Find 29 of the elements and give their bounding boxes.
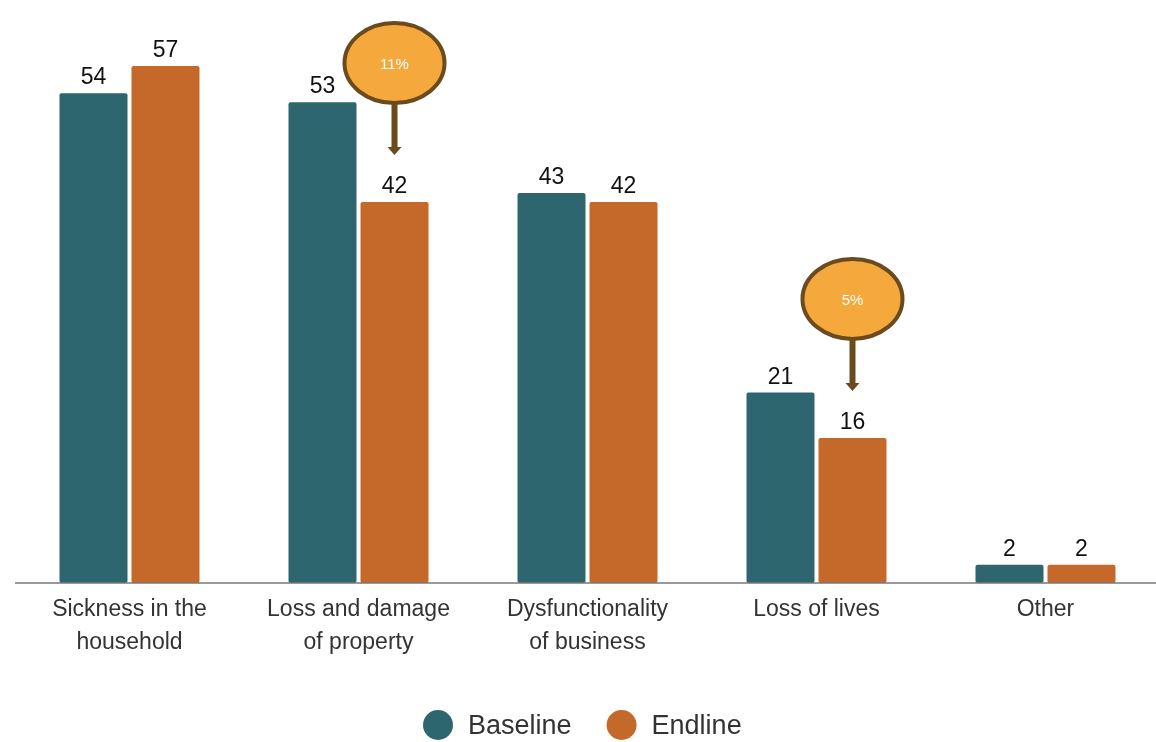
- bar: [131, 66, 200, 583]
- bar: [360, 202, 429, 583]
- annotation: 11%: [380, 55, 409, 73]
- data-label: 21: [767, 362, 794, 389]
- annotation: 5%: [841, 290, 864, 308]
- data-label: 43: [538, 162, 565, 189]
- data-label: 54: [80, 63, 107, 90]
- data-label: 42: [381, 172, 408, 199]
- data-label: 2: [1075, 534, 1088, 561]
- bar: [975, 564, 1044, 583]
- bar: [589, 202, 658, 583]
- data-label: 57: [152, 36, 179, 62]
- x-tick-label: Loss of lives: [753, 595, 880, 621]
- bar: [288, 102, 357, 583]
- x-tick-label: Sickness in the household: [52, 595, 207, 654]
- bar: [1047, 564, 1116, 583]
- bar: [517, 192, 586, 583]
- legend-label: Endline: [651, 710, 742, 740]
- x-tick-label: Other: [1016, 595, 1075, 621]
- legend-label: Baseline: [468, 710, 572, 740]
- x-tick-label: Loss and damage of property: [267, 595, 450, 654]
- data-label: 16: [839, 407, 866, 434]
- data-label: 53: [309, 72, 336, 99]
- bar: [818, 437, 887, 583]
- data-label: 2: [1003, 534, 1016, 561]
- bar: [746, 392, 815, 583]
- data-label: 42: [610, 172, 637, 199]
- bar: [59, 93, 128, 583]
- x-tick-label: Dysfunctionality of business: [506, 595, 669, 654]
